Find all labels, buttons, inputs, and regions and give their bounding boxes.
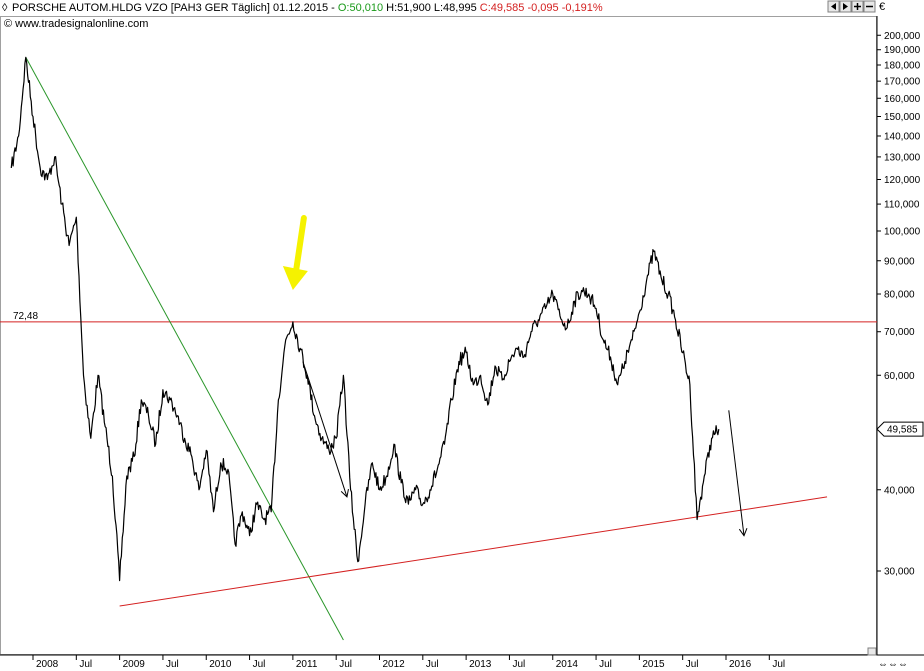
open-value: O:50,010 [338,2,383,14]
highlight-arrow-icon [282,266,308,291]
x-tick-label: 2012 [383,659,406,670]
x-tick-label: Jul [512,659,525,670]
x-tick-label: Jul [166,659,179,670]
trend-arrow-line [302,361,348,498]
x-tick-label: Jul [426,659,439,670]
resize-handle[interactable] [867,647,877,656]
currency-label: € [879,1,885,13]
last-price-label: 49,585 [887,425,918,436]
x-tick-label: 2008 [36,659,59,670]
y-tick-label: 160,000 [884,94,921,105]
plot-area: 72,48 [0,56,877,641]
plot-frame [0,16,877,655]
zoom-out-button[interactable] [863,0,876,13]
x-tick-label: 2015 [642,659,665,670]
symbol-title: PORSCHE AUTOM.HLDG VZO [PAH3 GER Täglich… [12,2,338,14]
y-tick-label: 130,000 [884,152,921,163]
price-series-line [10,56,720,582]
resistance-label: 72,48 [13,311,38,322]
y-tick-label: 110,000 [884,200,920,211]
y-tick-label: 200,000 [884,31,921,42]
x-tick-label: Jul [772,659,785,670]
arrow-head-icon [738,528,748,537]
scroll-bar-controls: ⇔⇔⇔ [867,647,908,670]
x-tick-label: Jul [253,659,266,670]
scroll-arrows-icon[interactable]: ⇔⇔⇔ [878,659,908,670]
x-tick-label: 2011 [296,659,318,670]
green-trendline [25,57,344,641]
y-tick-label: 180,000 [884,61,921,72]
x-tick-label: 2014 [556,659,579,670]
y-tick-label: 140,000 [884,131,921,142]
scroll-right-button[interactable] [839,0,852,13]
x-tick-label: Jul [599,659,612,670]
y-tick-label: 80,000 [884,290,915,301]
chart-header: ◊ PORSCHE AUTOM.HLDG VZO [PAH3 GER Tägli… [2,2,603,30]
y-tick-label: 190,000 [884,45,921,56]
y-axis: 30,000 40,000 60,000 70,000 80,000 90,000 100,… [876,31,924,578]
arrow-left-icon [831,3,836,10]
x-tick-label: 2016 [729,659,752,670]
high-low-values: H:51,900 L:48,995 [383,2,480,14]
x-tick-label: Jul [339,659,352,670]
x-tick-label: 2010 [209,659,232,670]
symbol-icon: ◊ [2,2,8,14]
y-tick-label: 30,000 [884,567,915,578]
trend-arrow-line [728,410,745,536]
plus-icon [854,3,861,10]
y-tick-label: 170,000 [884,77,921,88]
zoom-in-button[interactable] [851,0,864,13]
arrow-head-icon [340,488,349,498]
toolbar [827,0,876,13]
last-price-marker [876,421,924,437]
red-trendline [119,496,828,607]
copyright-text: © www.tradesignalonline.com [4,18,148,30]
y-tick-label: 120,000 [884,175,921,186]
close-value: C:49,585 -0,095 -0,191% [480,2,603,14]
y-tick-label: 90,000 [884,256,915,267]
y-tick-label: 70,000 [884,327,915,338]
y-tick-label: 40,000 [884,485,915,496]
y-tick-label: 150,000 [884,112,921,123]
arrow-right-icon [843,3,848,10]
header-line: PORSCHE AUTOM.HLDG VZO [PAH3 GER Täglich… [12,2,603,14]
x-tick-label: 2013 [469,659,492,670]
x-tick-label: Jul [686,659,699,670]
y-tick-label: 100,000 [884,227,921,238]
scroll-left-button[interactable] [827,0,840,13]
x-tick-label: Jul [79,659,92,670]
x-axis: 2008 Jul 2009 Jul 2010 Jul 2011 Jul 2012 Jul 2013 J… [32,655,785,670]
x-tick-label: 2009 [123,659,146,670]
y-tick-label: 60,000 [884,371,915,382]
highlight-arrow-shaft [292,215,307,276]
